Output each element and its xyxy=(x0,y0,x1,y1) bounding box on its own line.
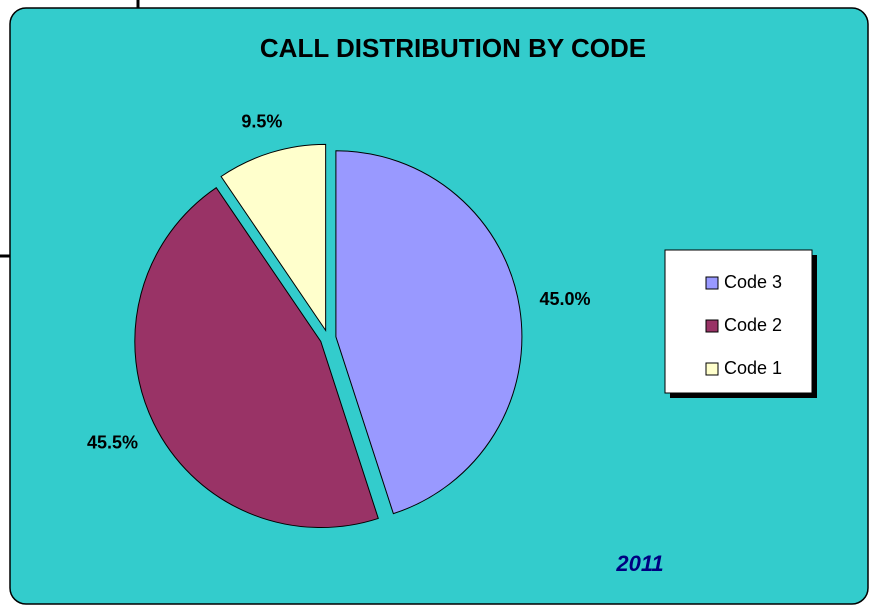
data-label: 9.5% xyxy=(241,112,282,132)
legend-swatch xyxy=(705,362,719,376)
legend-label: Code 2 xyxy=(724,315,782,335)
pie-slice xyxy=(134,186,379,529)
data-label: 45.0% xyxy=(540,289,591,309)
legend-label: Code 3 xyxy=(724,272,782,292)
pie-slice xyxy=(220,143,327,332)
legend-swatch xyxy=(705,276,719,290)
legend-label: Code 1 xyxy=(724,358,782,378)
chart-title: CALL DISTRIBUTION BY CODE xyxy=(260,33,646,63)
legend-swatch xyxy=(705,319,719,333)
legend xyxy=(664,249,813,394)
annotation: 2011 xyxy=(615,551,663,576)
pie-slice xyxy=(335,150,523,515)
data-label: 45.5% xyxy=(87,432,138,452)
